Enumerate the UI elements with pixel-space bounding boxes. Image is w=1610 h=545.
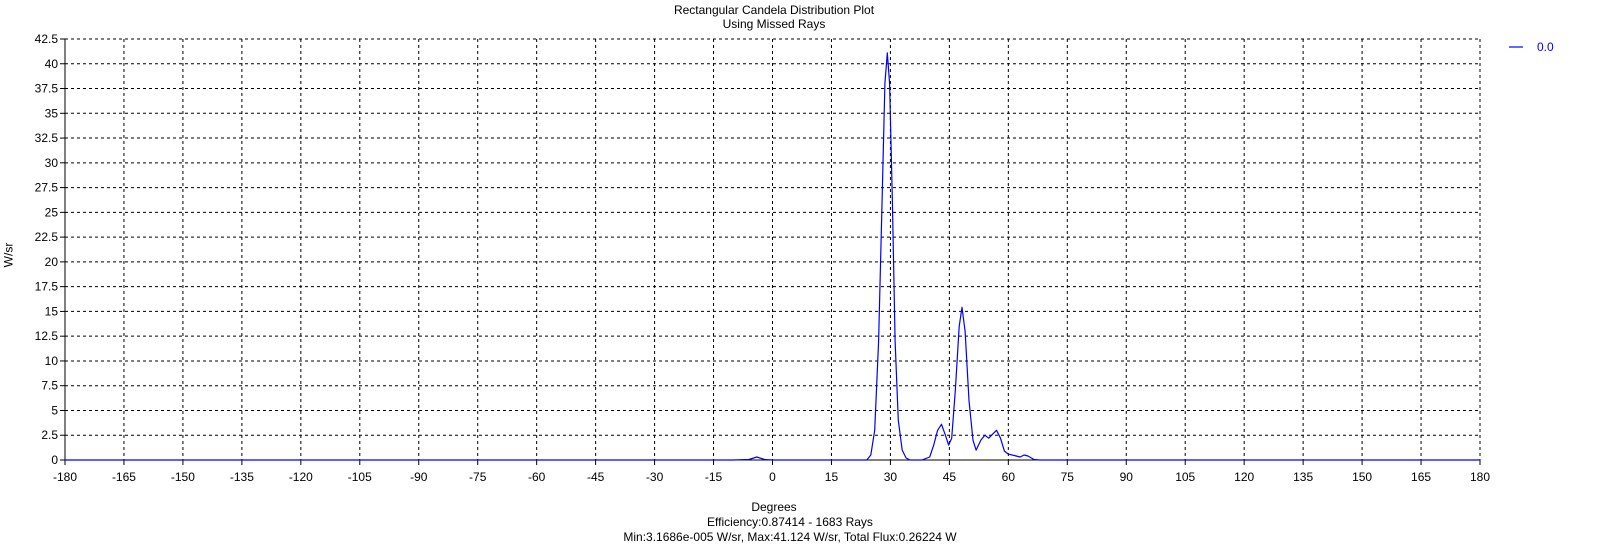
x-tick-label: -180 <box>53 470 77 484</box>
x-tick-label: 60 <box>1002 470 1016 484</box>
x-tick-label: -105 <box>348 470 372 484</box>
x-tick-label: -15 <box>705 470 723 484</box>
y-tick-label: 37.5 <box>35 82 59 96</box>
y-tick-label: 0 <box>51 453 58 467</box>
series-line-0 <box>65 52 1480 461</box>
x-tick-label: -90 <box>410 470 428 484</box>
y-tick-label: 42.5 <box>35 32 59 46</box>
x-tick-label: 105 <box>1175 470 1195 484</box>
x-tick-label: 75 <box>1061 470 1075 484</box>
chart-subtitle: Using Missed Rays <box>722 17 826 31</box>
y-tick-label: 30 <box>45 156 59 170</box>
x-tick-label: 120 <box>1234 470 1254 484</box>
x-tick-label: 150 <box>1352 470 1372 484</box>
x-tick-label: -135 <box>230 470 254 484</box>
x-tick-label: 0 <box>769 470 776 484</box>
x-tick-label: -45 <box>587 470 605 484</box>
x-tick-label: -30 <box>646 470 664 484</box>
x-tick-label: 180 <box>1470 470 1490 484</box>
x-tick-label: 165 <box>1411 470 1431 484</box>
x-tick-label: -150 <box>171 470 195 484</box>
y-tick-label: 35 <box>45 106 59 120</box>
efficiency-annotation: Efficiency:0.87414 - 1683 Rays <box>707 515 873 529</box>
x-tick-label: -120 <box>289 470 313 484</box>
legend-label-0: 0.0 <box>1537 40 1554 54</box>
y-tick-label: 25 <box>45 205 59 219</box>
x-tick-label: 90 <box>1120 470 1134 484</box>
x-axis-label: Degrees <box>751 500 797 514</box>
y-tick-label: 2.5 <box>41 428 58 442</box>
y-tick-label: 7.5 <box>41 379 58 393</box>
x-tick-label: -165 <box>112 470 136 484</box>
x-tick-label: 30 <box>884 470 898 484</box>
y-tick-label: 10 <box>45 354 59 368</box>
y-tick-label: 32.5 <box>35 131 59 145</box>
x-tick-label: 135 <box>1293 470 1313 484</box>
y-tick-label: 5 <box>51 403 58 417</box>
flux-annotation: Min:3.1686e-005 W/sr, Max:41.124 W/sr, T… <box>623 530 957 544</box>
y-tick-label: 40 <box>45 57 59 71</box>
y-tick-label: 20 <box>45 255 59 269</box>
x-tick-label: -60 <box>528 470 546 484</box>
y-tick-label: 15 <box>45 304 59 318</box>
y-tick-label: 22.5 <box>35 230 59 244</box>
chart-title: Rectangular Candela Distribution Plot <box>673 3 875 17</box>
y-tick-label: 12.5 <box>35 329 59 343</box>
x-tick-label: 45 <box>943 470 957 484</box>
y-tick-label: 17.5 <box>35 280 59 294</box>
y-tick-label: 27.5 <box>35 181 59 195</box>
x-tick-label: 15 <box>825 470 839 484</box>
x-tick-label: -75 <box>469 470 487 484</box>
